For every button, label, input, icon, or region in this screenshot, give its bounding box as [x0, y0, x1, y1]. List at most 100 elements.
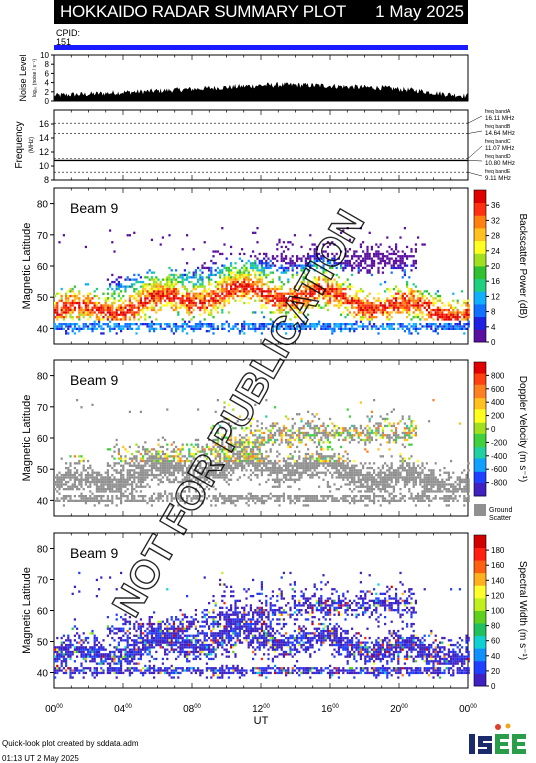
heatmap-cell: [271, 278, 274, 281]
heatmap-cell: [403, 297, 406, 300]
heatmap-cell: [142, 469, 145, 472]
heatmap-cell: [333, 287, 336, 291]
heatmap-cell: [265, 462, 268, 465]
heatmap-cell: [238, 269, 241, 272]
heatmap-cell: [287, 457, 290, 460]
heatmap-cell: [287, 323, 290, 326]
heatmap-cell: [245, 495, 248, 498]
heatmap-cell: [368, 438, 371, 442]
heatmap-cell: [157, 492, 160, 495]
heatmap-cell: [87, 466, 90, 470]
heatmap-cell: [276, 495, 279, 498]
heatmap-cell: [113, 311, 116, 314]
heatmap-cell: [276, 429, 279, 432]
heatmap-cell: [269, 271, 272, 274]
heatmap-cell: [258, 483, 261, 486]
colorbar-segment: [474, 192, 486, 196]
heatmap-cell: [425, 308, 428, 312]
heatmap-cell: [111, 478, 114, 481]
heatmap-cell: [366, 504, 369, 507]
heatmap-cell: [183, 464, 186, 467]
heatmap-cell: [298, 497, 301, 500]
heatmap-cell: [269, 450, 272, 453]
heatmap-cell: [194, 304, 197, 307]
heatmap-cell: [447, 311, 450, 314]
heatmap-cell: [315, 278, 318, 281]
heatmap-cell: [302, 297, 305, 300]
heatmap-cell: [342, 323, 345, 326]
heatmap-cell: [254, 502, 257, 505]
heatmap-cell: [335, 424, 338, 428]
heatmap-cell: [221, 476, 224, 479]
heatmap-cell: [175, 455, 178, 458]
heatmap-cell: [234, 323, 237, 326]
heatmap-cell: [65, 480, 68, 484]
heatmap-cell: [111, 480, 114, 484]
heatmap-cell: [278, 299, 281, 302]
noise-ytick-label: 8: [45, 60, 50, 69]
heatmap-cell: [230, 262, 233, 265]
heatmap-cell: [267, 466, 270, 470]
heatmap-cell: [223, 406, 226, 409]
heatmap-cell: [373, 480, 376, 484]
heatmap-cell: [412, 264, 415, 267]
heatmap-cell: [447, 308, 450, 312]
colorbar-segment: [474, 258, 486, 262]
heatmap-cell: [120, 502, 123, 505]
heatmap-cell: [67, 495, 70, 498]
heatmap-cell: [194, 438, 197, 442]
heatmap-cell: [168, 459, 171, 463]
heatmap-cell: [223, 476, 226, 479]
heatmap-cell: [236, 285, 239, 288]
heatmap-cell: [346, 473, 349, 477]
heatmap-cell: [304, 323, 307, 326]
heatmap-cell: [214, 308, 217, 312]
heatmap-cell: [102, 323, 105, 326]
heatmap-cell: [278, 266, 281, 270]
heatmap-cell: [234, 280, 237, 284]
heatmap-cell: [263, 462, 266, 465]
heatmap-cell: [214, 299, 217, 302]
heatmap-cell: [102, 304, 105, 307]
heatmap-cell: [324, 466, 327, 470]
heatmap-cell: [359, 427, 362, 430]
heatmap-cell: [263, 431, 266, 435]
heatmap-cell: [157, 478, 160, 481]
heatmap-cell: [78, 473, 81, 477]
heatmap-cell: [258, 323, 261, 326]
heatmap-cell: [285, 269, 288, 272]
colorbar-segment: [474, 283, 486, 287]
heatmap-cell: [320, 292, 323, 295]
heatmap-cell: [128, 325, 131, 328]
heatmap-cell: [131, 278, 134, 281]
heatmap-cell: [331, 327, 334, 330]
heatmap-cell: [192, 497, 195, 500]
heatmap-cell: [186, 306, 189, 309]
heatmap-cell: [243, 283, 246, 286]
heatmap-cell: [150, 473, 153, 477]
heatmap-cell: [421, 316, 424, 319]
heatmap-cell: [188, 276, 191, 279]
heatmap-cell: [384, 306, 387, 309]
heatmap-cell: [223, 473, 226, 477]
heatmap-cell: [131, 464, 134, 467]
heatmap-cell: [69, 313, 72, 316]
heatmap-cell: [122, 473, 125, 477]
heatmap-cell: [265, 273, 268, 277]
heatmap-cell: [300, 420, 303, 423]
heatmap-cell: [267, 438, 270, 442]
heatmap-cell: [265, 415, 268, 418]
heatmap-cell: [320, 255, 323, 258]
heatmap-cell: [157, 459, 160, 463]
heatmap-cell: [190, 318, 193, 321]
heatmap-cell: [164, 290, 167, 293]
heatmap-cell: [377, 297, 380, 300]
heatmap-cell: [124, 311, 127, 314]
heatmap-cell: [168, 478, 171, 481]
heatmap-cell: [245, 434, 248, 437]
heatmap-cell: [353, 502, 356, 505]
heatmap-cell: [84, 499, 87, 502]
heatmap-cell: [318, 306, 321, 309]
heatmap-cell: [458, 311, 461, 314]
heatmap-cell: [282, 457, 285, 460]
